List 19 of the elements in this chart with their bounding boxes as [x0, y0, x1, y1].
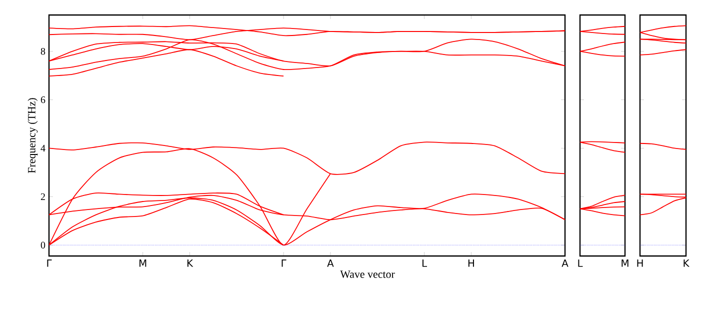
x-tick-label: Γ	[282, 260, 286, 267]
y-tick-label: 2	[40, 193, 45, 200]
x-tick-label: H	[468, 260, 474, 267]
x-tick-label: K	[187, 260, 194, 267]
x-tick-label: Γ	[47, 260, 52, 267]
x-tick-label: L	[422, 260, 427, 267]
x-axis-title: Wave vector	[340, 270, 395, 278]
x-tick-label: K	[684, 260, 690, 267]
y-tick-label: 0	[40, 242, 46, 248]
y-tick-label: 8	[40, 48, 46, 55]
x-tick-label: A	[327, 260, 334, 267]
x-tick-label: M	[622, 260, 628, 267]
y-tick-label: 4	[40, 144, 46, 152]
x-tick-label: L	[578, 260, 583, 267]
x-tick-label: M	[140, 260, 146, 267]
y-tick-label: 6	[40, 96, 46, 104]
x-tick-label: A	[562, 260, 568, 267]
x-tick-label: H	[637, 260, 643, 267]
y-axis-title: Frequency (THz)	[28, 98, 38, 174]
